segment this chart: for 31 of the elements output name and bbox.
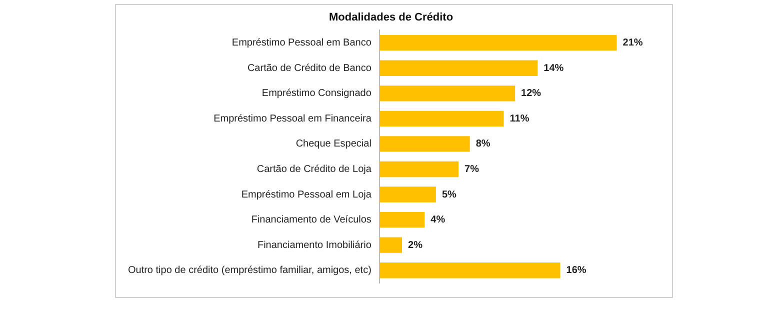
data-label: 12%	[521, 88, 542, 100]
y-tick-label: Empréstimo Consignado	[262, 88, 372, 100]
bar	[379, 60, 538, 76]
data-label: 8%	[476, 138, 490, 150]
y-tick-label: Empréstimo Pessoal em Banco	[232, 38, 372, 49]
bar	[379, 161, 459, 178]
bar	[379, 136, 470, 152]
bar	[379, 237, 402, 253]
y-tick-label: Cheque Especial	[296, 138, 372, 150]
data-label: 11%	[510, 113, 530, 124]
y-tick-label: Outro tipo de crédito (empréstimo familiar, amigos, etc)	[128, 265, 372, 276]
bar	[379, 86, 516, 102]
y-tick-label: Cartão de Crédito de Loja	[256, 164, 372, 175]
data-label: 21%	[622, 38, 643, 49]
data-label: 5%	[442, 189, 456, 200]
data-label: 4%	[430, 214, 446, 226]
y-tick-label: Financiamento Imobiliário	[257, 240, 372, 251]
bar	[379, 186, 436, 202]
bar	[379, 110, 504, 127]
y-tick-label: Financiamento de Veículos	[251, 214, 372, 226]
bar	[379, 35, 617, 51]
y-tick-label: Empréstimo Pessoal em Financeira	[214, 113, 372, 124]
data-label: 14%	[544, 62, 564, 74]
bar	[379, 262, 560, 278]
chart-title: Modalidades de Crédito	[328, 12, 454, 24]
data-label: 2%	[408, 240, 423, 251]
y-tick-label: Empréstimo Pessoal em Loja	[241, 189, 372, 200]
bar	[379, 212, 425, 228]
data-label: 16%	[566, 265, 586, 276]
data-label: 7%	[464, 164, 480, 175]
y-tick-label: Cartão de Crédito de Banco	[247, 62, 372, 74]
